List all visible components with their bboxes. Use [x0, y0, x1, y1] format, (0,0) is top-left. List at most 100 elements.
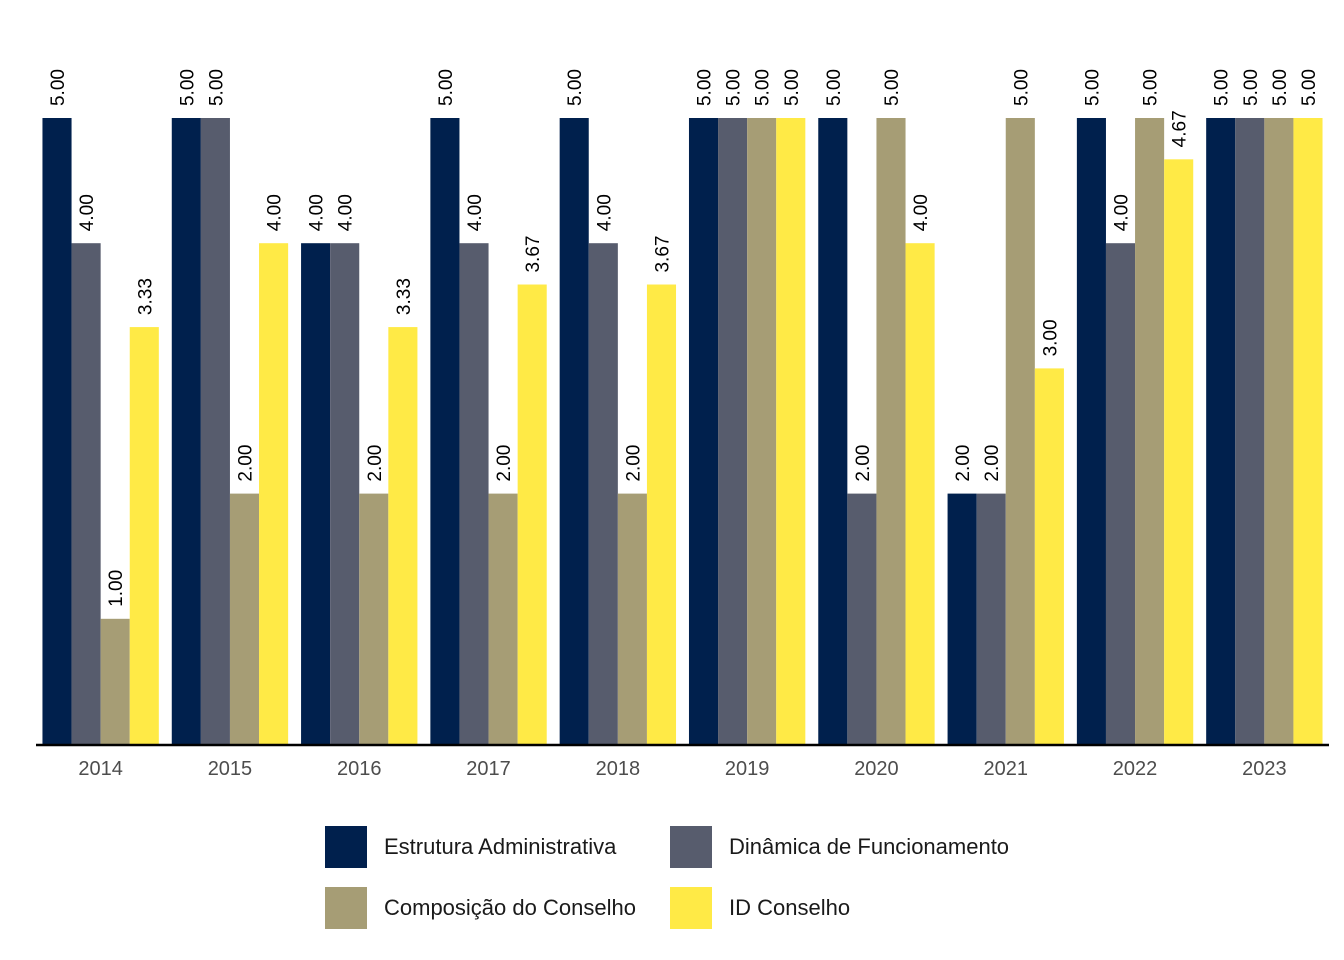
value-label-2018-series-1: 4.00	[594, 194, 615, 231]
value-label-2016-series-2: 2.00	[365, 445, 386, 482]
legend: Estrutura Administrativa Dinâmica de Fun…	[325, 826, 1085, 930]
bar-2016-series-0	[301, 243, 331, 744]
value-label-2019-series-1: 5.00	[724, 69, 745, 106]
bar-2019-series-1	[718, 118, 748, 744]
x-tick-label-2023: 2023	[1242, 758, 1287, 780]
bar-2020-series-3	[905, 243, 935, 744]
bar-2018-series-1	[588, 243, 618, 744]
value-label-2016-series-3: 3.33	[394, 278, 415, 315]
value-label-2023-series-2: 5.00	[1270, 69, 1291, 106]
value-label-2018-series-3: 3.67	[652, 236, 673, 273]
value-label-2020-series-0: 5.00	[824, 69, 845, 106]
legend-item-id-conselho: ID Conselho	[670, 887, 850, 929]
x-tick-label-2017: 2017	[466, 758, 511, 780]
bar-2022-series-0	[1076, 118, 1106, 744]
bar-2020-series-1	[847, 493, 877, 744]
legend-item-composicao: Composição do Conselho	[325, 887, 636, 929]
value-label-2014-series-3: 3.33	[135, 278, 156, 315]
value-label-2015-series-2: 2.00	[236, 445, 257, 482]
value-label-2019-series-3: 5.00	[782, 69, 803, 106]
bar-2017-series-3	[517, 284, 547, 744]
bar-2023-series-0	[1206, 118, 1236, 744]
x-tick-label-2015: 2015	[208, 758, 253, 780]
value-label-2020-series-1: 2.00	[853, 445, 874, 482]
value-label-2018-series-2: 2.00	[623, 445, 644, 482]
value-label-2023-series-1: 5.00	[1241, 69, 1262, 106]
legend-swatch-id-conselho	[670, 887, 712, 929]
x-tick-label-2016: 2016	[337, 758, 382, 780]
legend-swatch-composicao	[325, 887, 367, 929]
bar-2023-series-1	[1235, 118, 1265, 744]
x-tick-label-2019: 2019	[725, 758, 770, 780]
value-label-2017-series-1: 4.00	[465, 194, 486, 231]
bar-2015-series-0	[171, 118, 201, 744]
bar-2017-series-2	[488, 493, 518, 744]
bar-2015-series-2	[229, 493, 260, 744]
value-label-2015-series-1: 5.00	[206, 69, 227, 106]
legend-label-id-conselho: ID Conselho	[729, 895, 851, 920]
bar-2017-series-1	[459, 243, 489, 744]
bar-2017-series-0	[430, 118, 460, 744]
value-label-2021-series-0: 2.00	[953, 445, 974, 482]
bar-2019-series-0	[688, 118, 719, 744]
grouped-bar-chart: 5.00 4.00 1.00 3.33 5.00 5.00 2.00 4.00 4.00 4.00…	[36, 69, 1329, 780]
bar-2020-series-0	[818, 118, 848, 744]
value-label-2022-series-1: 4.00	[1112, 194, 1133, 231]
value-labels-layer: 5.00 4.00 1.00 3.33 5.00 5.00 2.00 4.00 4.00 4.00…	[48, 69, 1320, 607]
x-tick-label-2021: 2021	[984, 758, 1029, 780]
bar-2021-series-3	[1034, 368, 1064, 744]
value-label-2015-series-3: 4.00	[265, 194, 286, 231]
bar-2015-series-1	[200, 118, 230, 744]
value-label-2014-series-0: 5.00	[48, 69, 69, 106]
bar-2021-series-1	[976, 493, 1006, 744]
bar-2021-series-0	[947, 493, 977, 744]
bar-2015-series-3	[259, 243, 289, 744]
bar-2014-series-3	[129, 327, 159, 744]
bar-2020-series-2	[876, 118, 906, 744]
x-tick-label-2022: 2022	[1113, 758, 1158, 780]
x-tick-label-2018: 2018	[596, 758, 641, 780]
value-label-2016-series-0: 4.00	[307, 194, 328, 231]
bar-2021-series-2	[1005, 118, 1035, 744]
value-label-2015-series-0: 5.00	[177, 69, 198, 106]
bar-2018-series-0	[559, 118, 589, 744]
value-label-2019-series-0: 5.00	[695, 69, 716, 106]
value-label-2021-series-3: 3.00	[1040, 319, 1061, 356]
value-label-2017-series-2: 2.00	[494, 445, 515, 482]
bar-2023-series-3	[1293, 118, 1323, 744]
legend-label-composicao: Composição do Conselho	[384, 895, 636, 920]
value-label-2021-series-1: 2.00	[982, 445, 1003, 482]
value-label-2022-series-2: 5.00	[1141, 69, 1162, 106]
value-label-2018-series-0: 5.00	[565, 69, 586, 106]
bar-2023-series-2	[1264, 118, 1294, 744]
bar-2016-series-2	[359, 493, 389, 744]
bar-2018-series-3	[646, 284, 677, 744]
value-label-2014-series-1: 4.00	[77, 194, 98, 231]
x-tick-label-2014: 2014	[78, 758, 123, 780]
legend-item-dinamica: Dinâmica de Funcionamento	[670, 826, 1009, 868]
legend-label-estrutura: Estrutura Administrativa	[384, 834, 617, 859]
value-label-2023-series-0: 5.00	[1212, 69, 1233, 106]
value-label-2014-series-2: 1.00	[106, 570, 127, 607]
legend-swatch-estrutura	[325, 826, 367, 868]
bar-2014-series-2	[100, 618, 130, 744]
value-label-2019-series-2: 5.00	[753, 69, 774, 106]
bar-2022-series-2	[1135, 118, 1165, 744]
value-label-2021-series-2: 5.00	[1011, 69, 1032, 106]
bar-2019-series-3	[776, 118, 806, 744]
value-label-2023-series-3: 5.00	[1299, 69, 1320, 106]
bar-2018-series-2	[617, 493, 647, 744]
legend-label-dinamica: Dinâmica de Funcionamento	[729, 834, 1010, 859]
value-label-2020-series-3: 4.00	[911, 194, 932, 231]
legend-swatch-dinamica	[670, 826, 712, 868]
x-tick-label-2020: 2020	[854, 758, 899, 780]
value-label-2020-series-2: 5.00	[882, 69, 903, 106]
value-label-2017-series-0: 5.00	[436, 69, 457, 106]
value-label-2022-series-3: 4.67	[1170, 110, 1191, 147]
legend-item-estrutura: Estrutura Administrativa	[325, 826, 616, 868]
bar-2019-series-2	[747, 118, 777, 744]
bar-2014-series-0	[42, 118, 72, 744]
bar-2022-series-1	[1105, 243, 1136, 744]
value-label-2022-series-0: 5.00	[1082, 69, 1103, 106]
